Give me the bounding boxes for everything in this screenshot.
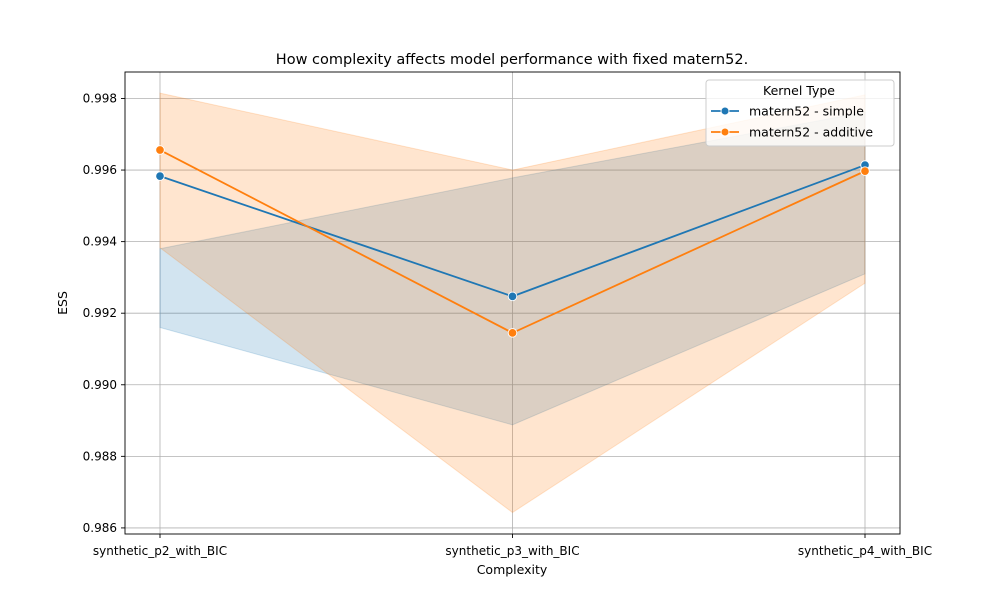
legend-marker-simple <box>720 106 730 116</box>
data-point-additive <box>155 145 165 155</box>
x-axis-label: Complexity <box>477 562 548 577</box>
y-tick-label: 0.986 <box>83 521 117 535</box>
data-point-additive <box>507 328 518 338</box>
x-tick-label: synthetic_p3_with_BIC <box>445 544 579 558</box>
confidence-bands <box>159 92 866 514</box>
data-point-simple <box>155 171 165 181</box>
data-point-simple <box>507 291 518 302</box>
legend-marker-additive <box>720 127 730 137</box>
y-axis-label: ESS <box>55 291 70 315</box>
legend-entries: matern52 - simple matern52 - additive <box>711 104 873 140</box>
axis-ticks: synthetic_p2_with_BIC synthetic_p3_with_B… <box>83 91 932 558</box>
confidence-band-simple <box>159 111 866 426</box>
y-tick-label: 0.998 <box>83 91 117 105</box>
legend-label-simple: matern52 - simple <box>749 104 864 119</box>
y-tick-label: 0.996 <box>83 163 117 177</box>
series-points <box>155 145 870 338</box>
chart-title: How complexity affects model performance… <box>276 52 748 68</box>
confidence-band-additive <box>159 92 866 514</box>
y-tick-label: 0.990 <box>83 378 117 392</box>
x-tick-label: synthetic_p4_with_BIC <box>798 544 932 558</box>
y-tick-label: 0.992 <box>83 306 117 320</box>
legend-title: Kernel Type <box>763 83 835 98</box>
y-tick-label: 0.988 <box>83 449 117 463</box>
legend-box <box>705 79 895 147</box>
y-tick-label: 0.994 <box>83 235 117 249</box>
x-tick-label: synthetic_p2_with_BIC <box>93 544 227 558</box>
legend-label-additive: matern52 - additive <box>749 125 873 140</box>
data-point-additive <box>860 166 870 176</box>
